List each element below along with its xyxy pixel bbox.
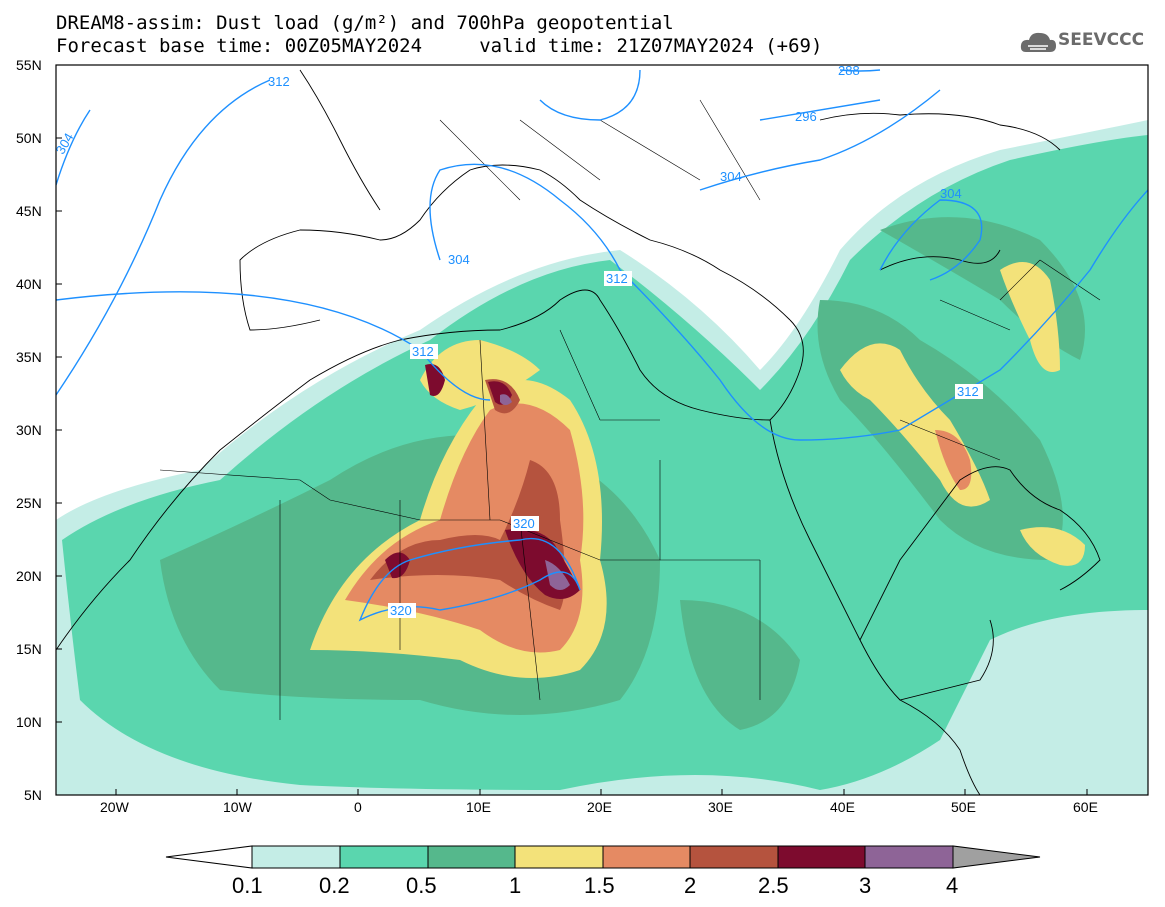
map-subtitle: Forecast base time: 00Z05MAY2024 valid t… [56, 35, 823, 57]
isoline-labels: 312 304 296 288 304 304 312 312 304 312 … [53, 63, 983, 618]
coastlines [56, 69, 1101, 795]
lat-label: 45N [16, 203, 42, 219]
colorbar-swatch [602, 845, 691, 869]
lon-label: 60E [1073, 799, 1098, 815]
lat-label: 15N [16, 641, 42, 657]
lat-label: 40N [16, 276, 42, 292]
lat-label: 50N [16, 130, 42, 146]
isoline-label: 288 [838, 63, 860, 78]
isoline-label: 312 [606, 271, 628, 286]
map-title: DREAM8-assim: Dust load (g/m²) and 700hP… [56, 12, 674, 34]
isoline-label: 296 [795, 109, 817, 124]
colorbar-labels: 0.1 0.2 0.5 1 1.5 2 2.5 3 4 [232, 873, 958, 898]
isoline-label: 304 [448, 252, 470, 267]
lon-label: 20W [100, 799, 130, 815]
longitude-labels: 20W 10W 0 10E 20E 30E 40E 50E 60E [100, 799, 1098, 815]
logo-text: SEEVCCC [1058, 30, 1145, 50]
lon-label: 10E [466, 799, 491, 815]
lon-label: 0 [354, 799, 362, 815]
lon-label: 20E [587, 799, 612, 815]
colorbar-tick-label: 0.2 [319, 873, 350, 898]
colorbar-swatch [864, 845, 954, 869]
lon-label: 40E [830, 799, 855, 815]
colorbar-tick-label: 2 [684, 873, 696, 898]
colorbar-tick-label: 2.5 [758, 873, 789, 898]
geopotential-isolines [56, 69, 1148, 622]
lon-label: 30E [708, 799, 733, 815]
isoline-label: 304 [940, 186, 962, 201]
lat-label: 55N [16, 57, 42, 73]
lon-ticks [115, 789, 1088, 795]
lat-label: 10N [16, 714, 42, 730]
colorbar [165, 845, 1041, 869]
lat-label: 30N [16, 422, 42, 438]
colorbar-tick-label: 3 [859, 873, 871, 898]
colorbar-swatch [689, 845, 779, 869]
lat-label: 20N [16, 568, 42, 584]
isoline-label: 312 [268, 74, 290, 89]
lat-label: 25N [16, 495, 42, 511]
colorbar-high-arrow [952, 845, 1041, 869]
colorbar-tick-label: 0.1 [232, 873, 263, 898]
dust-field [56, 65, 1148, 795]
colorbar-swatch [251, 845, 341, 869]
cloud-logo-icon [1020, 32, 1056, 52]
isoline-label: 320 [513, 516, 535, 531]
lat-label: 5N [24, 787, 42, 803]
colorbar-tick-label: 4 [946, 873, 958, 898]
isoline-label: 312 [957, 384, 979, 399]
colorbar-tick-label: 1.5 [584, 873, 615, 898]
isoline-label: 320 [390, 603, 412, 618]
latitude-labels: 55N 50N 45N 40N 35N 30N 25N 20N 15N 10N … [16, 57, 42, 803]
colorbar-tick-label: 0.5 [406, 873, 437, 898]
colorbar-swatch [777, 845, 866, 869]
lon-label: 50E [951, 799, 976, 815]
lat-label: 35N [16, 349, 42, 365]
lat-ticks [56, 137, 62, 723]
colorbar-tick-label: 1 [509, 873, 521, 898]
colorbar-swatch [427, 845, 516, 869]
colorbar-low-arrow [165, 845, 253, 869]
colorbar-swatch [514, 845, 604, 869]
isoline-label: 312 [412, 344, 434, 359]
lon-label: 10W [223, 799, 253, 815]
isoline-label: 304 [720, 169, 742, 184]
colorbar-swatch [339, 845, 429, 869]
